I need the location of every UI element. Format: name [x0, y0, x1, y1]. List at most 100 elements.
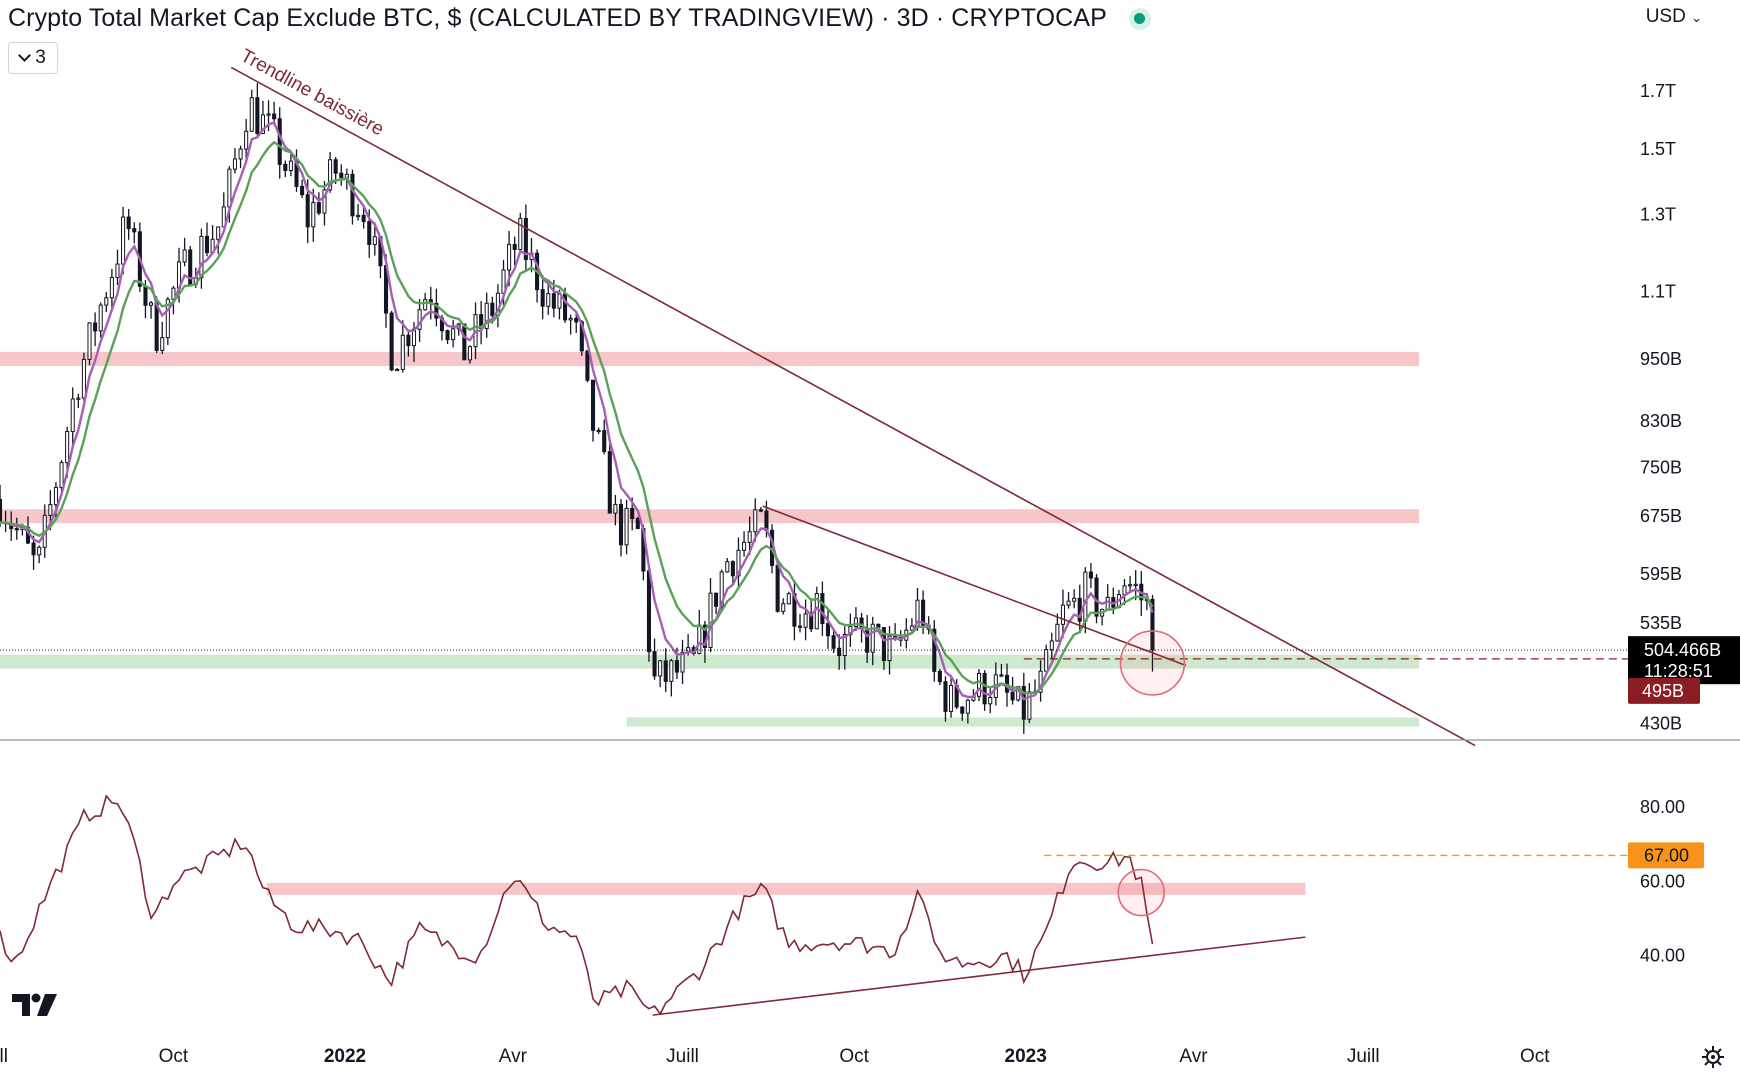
candle-body [356, 214, 361, 218]
candle-body [367, 221, 372, 245]
candle-body [758, 509, 763, 512]
candle-body [669, 660, 674, 682]
candle-body [725, 561, 730, 573]
candle-body [797, 625, 803, 628]
candle-body [1128, 584, 1133, 587]
candle-body [204, 235, 210, 254]
candle-body [339, 172, 344, 178]
candle-body [618, 503, 624, 546]
date-axis-label: Oct [159, 1046, 189, 1067]
candle-body [949, 685, 954, 712]
candle-body [445, 330, 450, 341]
candle-body [462, 323, 467, 361]
candle-body [708, 592, 713, 648]
candle-body [652, 651, 657, 677]
candle-body [932, 628, 937, 672]
candle-body [423, 299, 428, 311]
candle-body [395, 368, 400, 372]
candle-body [300, 185, 305, 196]
candle-body [1055, 623, 1060, 642]
date-axis-label: Avr [1179, 1046, 1208, 1067]
candle-body [305, 194, 310, 228]
candle-body [121, 216, 126, 265]
indicators-toggle-button[interactable]: 3 [8, 42, 58, 74]
candle-body [1094, 577, 1099, 617]
candle-body [1010, 691, 1015, 701]
candle-body [87, 322, 92, 360]
candle-body [389, 312, 394, 371]
candle-body [976, 672, 982, 697]
candle-body [31, 542, 36, 556]
date-axis-label: Oct [1520, 1046, 1550, 1067]
candle-body [837, 647, 842, 657]
candle-body [825, 623, 831, 637]
candle-body [960, 706, 965, 714]
candle-body [272, 113, 277, 120]
candle-body [65, 431, 70, 464]
candle-body [870, 623, 875, 653]
candle-body [965, 699, 970, 714]
candle-body [109, 276, 114, 299]
candle-body [316, 202, 321, 214]
candle-body [602, 430, 607, 453]
candle-body [451, 328, 456, 341]
price-axis-label: 675B [1640, 506, 1682, 526]
candle-body [764, 510, 769, 531]
candle-body [1049, 640, 1054, 651]
candle-body [518, 217, 523, 251]
rsi-axis-label: 80.00 [1640, 797, 1685, 817]
currency-select[interactable]: USD ⌄ [1646, 6, 1702, 28]
candle-body [244, 130, 249, 150]
candle-body [70, 398, 75, 433]
price-axis-label: 830B [1640, 411, 1682, 431]
chevron-down-icon: ⌄ [1691, 10, 1702, 25]
date-axis-label: ill [0, 1046, 8, 1067]
candle-body [646, 570, 652, 653]
candle-body [921, 599, 926, 626]
candle-body [199, 235, 204, 279]
candle-body [333, 159, 338, 174]
candle-body [288, 160, 293, 172]
chevron-down-icon [18, 49, 32, 62]
candle-body [585, 350, 590, 381]
rsi-line [0, 794, 1154, 1016]
candle-body [400, 334, 405, 370]
rsi-axis-label: 40.00 [1640, 946, 1685, 966]
candle-body [37, 546, 42, 556]
candle-body [406, 334, 411, 347]
trendline-label: Trendline baissière [237, 45, 387, 140]
candle-body [680, 651, 685, 673]
candle-body [126, 216, 131, 230]
candle-body [266, 113, 271, 116]
candle-body [658, 660, 663, 677]
candle-body [48, 504, 53, 516]
candle-body [540, 289, 545, 307]
candle-body [624, 508, 629, 546]
candle-body [98, 304, 103, 332]
candle-body [232, 158, 238, 170]
last-price-label: 504.466B [1644, 640, 1721, 660]
candle-body [820, 593, 825, 625]
rsi-level-label: 67.00 [1644, 845, 1689, 865]
level-label-box [1628, 677, 1700, 704]
rsi-highlight-circle [1117, 868, 1166, 917]
candle-body [831, 635, 836, 649]
candle-body [775, 564, 780, 612]
tradingview-logo-icon[interactable] [12, 992, 60, 1018]
candle-body [674, 660, 679, 673]
candle-body [635, 517, 640, 529]
candle-body [372, 236, 377, 245]
price-axis-label: 595B [1640, 564, 1682, 584]
candle-body [350, 173, 355, 217]
candle-body [507, 243, 512, 271]
candle-body [865, 627, 870, 653]
candle-body [697, 624, 702, 654]
date-axis-label: 2022 [324, 1046, 366, 1067]
rsi-axis-label: 60.00 [1640, 871, 1685, 891]
candle-body [937, 670, 942, 683]
candle-body [171, 287, 176, 300]
candle-body [104, 297, 109, 306]
candle-body [238, 148, 243, 160]
gear-icon[interactable] [1702, 1046, 1724, 1068]
